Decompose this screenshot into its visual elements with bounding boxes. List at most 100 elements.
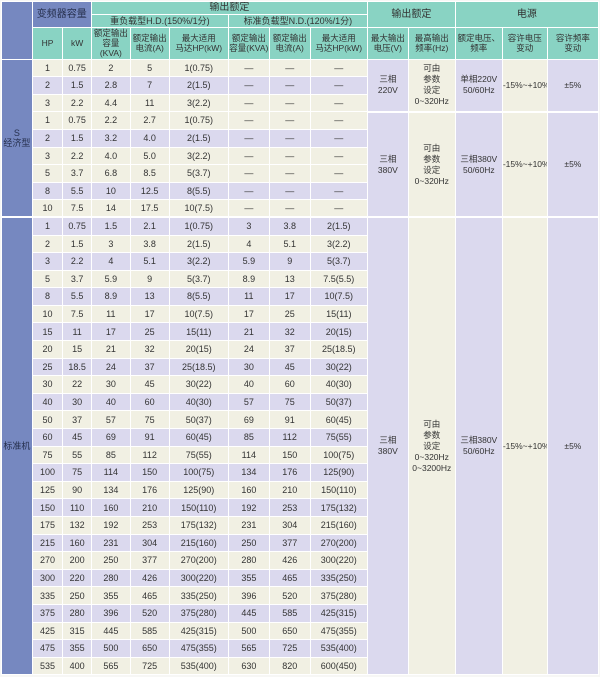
nd-kva-cell: 57 bbox=[227, 392, 270, 412]
hd-motor-cell: 40(30) bbox=[168, 392, 229, 412]
hd-current-column-header: 额定输出 电流(A) bbox=[129, 27, 170, 60]
nd-motor-cell: 535(400) bbox=[309, 639, 368, 658]
hd-kva-cell: 565 bbox=[90, 656, 131, 676]
hp-cell: 10 bbox=[31, 199, 64, 218]
hd-kva-cell: 192 bbox=[90, 516, 131, 535]
rated-voltage-frequency-column-header: 额定电压、 频率 bbox=[454, 27, 503, 60]
kw-cell: 55 bbox=[62, 445, 92, 465]
hp-cell: 3 bbox=[31, 93, 64, 113]
table-row: 100 75 114 150 100(75) 134 176 125(90) bbox=[2, 463, 599, 482]
hd-current-cell: 75 bbox=[129, 410, 170, 430]
hp-cell: 1 bbox=[31, 216, 64, 236]
frequency-tolerance-cell: ±5% bbox=[546, 110, 600, 218]
hp-cell: 5 bbox=[31, 164, 64, 183]
table-header: 变频器容量 输出额定 输出额定 电源 重负载型H.D.(150%/1分) 标准负载型N.D… bbox=[1, 1, 600, 60]
hd-kva-cell: 134 bbox=[90, 480, 131, 500]
kw-cell: 2.2 bbox=[62, 146, 92, 166]
kw-cell: 355 bbox=[62, 639, 92, 658]
hp-cell: 20 bbox=[31, 340, 64, 359]
nd-current-cell: 426 bbox=[268, 551, 311, 570]
hd-current-cell: 17 bbox=[129, 304, 170, 324]
nd-kva-column-header: 额定输出 容量(KVA) bbox=[227, 27, 270, 60]
hd-kva-cell: 40 bbox=[90, 392, 131, 412]
hd-current-cell: 253 bbox=[129, 516, 170, 535]
nd-motor-cell: — bbox=[309, 146, 368, 166]
hd-current-cell: 465 bbox=[129, 586, 170, 605]
nd-kva-cell: 3 bbox=[227, 216, 270, 236]
hd-motor-cell: 60(45) bbox=[168, 428, 229, 447]
hp-cell: 425 bbox=[31, 621, 64, 641]
max-output-voltage-cell: 三相 220V bbox=[366, 58, 409, 113]
hd-current-cell: 725 bbox=[129, 656, 170, 676]
table-row: 175 132 192 253 175(132) 231 304 215(160) bbox=[2, 516, 599, 535]
hp-cell: 5 bbox=[31, 269, 64, 289]
hd-motor-cell: 15(11) bbox=[168, 322, 229, 342]
hd-current-cell: 12.5 bbox=[129, 181, 170, 201]
nd-kva-cell: 21 bbox=[227, 322, 270, 342]
hp-cell: 2 bbox=[31, 76, 64, 95]
hp-cell: 15 bbox=[31, 322, 64, 342]
nd-motor-cell: 175(132) bbox=[309, 498, 368, 517]
kw-cell: 7.5 bbox=[62, 304, 92, 324]
table-row: 2 1.5 3 3.8 2(1.5) 4 5.1 3(2.2) bbox=[2, 234, 599, 254]
table-row: 8 5.5 8.9 13 8(5.5) 11 17 10(7.5) bbox=[2, 287, 599, 306]
nd-current-cell: — bbox=[268, 181, 311, 201]
kw-cell: 5.5 bbox=[62, 181, 92, 201]
hp-cell: 8 bbox=[31, 181, 64, 201]
hd-current-cell: 37 bbox=[129, 357, 170, 377]
table-row: S 经济型 1 0.75 2 5 1(0.75) — — — 三相 220V 可由 参数 设定 0~… bbox=[1, 58, 600, 218]
nd-kva-cell: 445 bbox=[227, 603, 270, 623]
hd-motor-cell: 125(90) bbox=[168, 480, 229, 500]
rated-voltage-frequency-cell: 单相220V 50/60Hz bbox=[454, 58, 503, 113]
table-row: 标准机 1 0.75 1.5 2.1 1(0.75) 3 3.8 2(1.5) 三相 380V 可由… bbox=[1, 216, 600, 676]
hd-motor-column-header: 最大适用 马达HP(kW) bbox=[168, 27, 229, 60]
nd-current-cell: 5.1 bbox=[268, 234, 311, 254]
hd-motor-cell: 3(2.2) bbox=[168, 252, 229, 271]
hd-motor-cell: 100(75) bbox=[168, 463, 229, 482]
hp-cell: 300 bbox=[31, 568, 64, 588]
hd-kva-cell: 445 bbox=[90, 621, 131, 641]
nd-kva-cell: — bbox=[227, 128, 270, 148]
hd-motor-cell: 8(5.5) bbox=[168, 181, 229, 201]
hd-motor-cell: 8(5.5) bbox=[168, 287, 229, 306]
table-row: 270 200 250 377 270(200) 280 426 300(220) bbox=[2, 551, 599, 570]
hd-motor-cell: 20(15) bbox=[168, 340, 229, 359]
nd-kva-cell: 192 bbox=[227, 498, 270, 517]
hd-kva-cell: 3 bbox=[90, 234, 131, 254]
table-row: 25 18.5 24 37 25(18.5) 30 45 30(22) bbox=[2, 357, 599, 377]
hp-cell: 375 bbox=[31, 603, 64, 623]
table-row: 8 5.5 10 12.5 8(5.5) — — — bbox=[2, 181, 599, 201]
hd-kva-cell: 6.8 bbox=[90, 164, 131, 183]
output-rating-group-header: 输出额定 bbox=[90, 1, 368, 15]
kw-cell: 0.75 bbox=[62, 111, 92, 130]
hd-motor-cell: 2(1.5) bbox=[168, 76, 229, 95]
nd-kva-cell: 24 bbox=[227, 340, 270, 359]
hp-cell: 75 bbox=[31, 445, 64, 465]
hd-motor-cell: 270(200) bbox=[168, 551, 229, 570]
table-row: 3 2.2 4.4 11 3(2.2) — — — bbox=[2, 93, 599, 113]
hd-kva-cell: 30 bbox=[90, 375, 131, 394]
hp-cell: 8 bbox=[31, 287, 64, 306]
hd-current-cell: 45 bbox=[129, 375, 170, 394]
hd-kva-cell: 231 bbox=[90, 533, 131, 553]
hd-kva-cell: 4 bbox=[90, 252, 131, 271]
kw-cell: 110 bbox=[62, 498, 92, 517]
nd-current-cell: — bbox=[268, 111, 311, 130]
nd-current-cell: — bbox=[268, 199, 311, 218]
hp-cell: 270 bbox=[31, 551, 64, 570]
hd-current-cell: 60 bbox=[129, 392, 170, 412]
table-row: 75 55 85 112 75(55) 114 150 100(75) bbox=[2, 445, 599, 465]
hd-current-cell: 13 bbox=[129, 287, 170, 306]
nd-kva-cell: — bbox=[227, 199, 270, 218]
table-row: 1 0.75 2.2 2.7 1(0.75) — — — 三相 380V 可由 参数 设定 0~3… bbox=[2, 110, 600, 218]
hp-cell: 1 bbox=[31, 111, 64, 130]
nd-motor-cell: — bbox=[309, 93, 368, 113]
nd-motor-cell: — bbox=[309, 111, 368, 130]
hp-cell: 3 bbox=[31, 252, 64, 271]
kw-cell: 280 bbox=[62, 603, 92, 623]
hd-kva-cell: 2 bbox=[90, 58, 131, 78]
hd-kva-cell: 396 bbox=[90, 603, 131, 623]
hd-current-cell: 2.7 bbox=[129, 111, 170, 130]
nd-motor-cell: 475(355) bbox=[309, 621, 368, 641]
frequency-tolerance-column-header: 容许频率 变动 bbox=[546, 27, 600, 60]
